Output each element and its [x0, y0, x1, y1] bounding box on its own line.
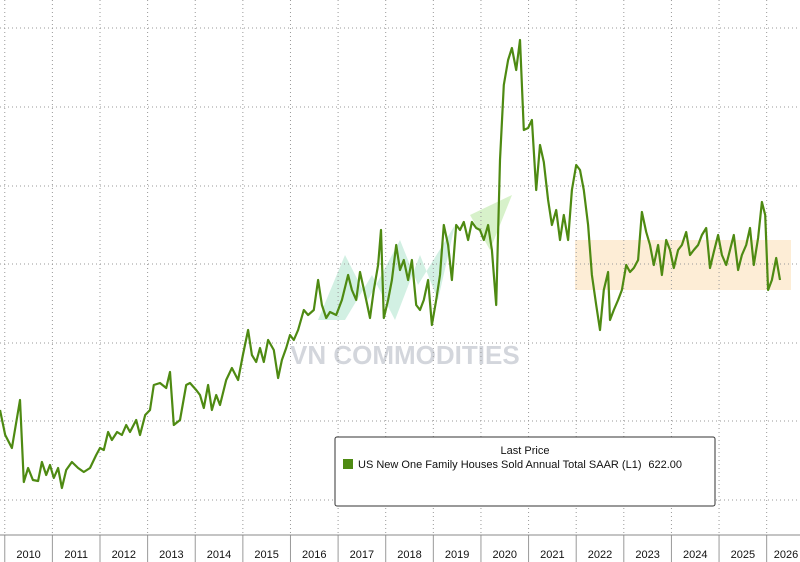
x-tick-label: 2012 — [112, 549, 136, 561]
legend-title: Last Price — [501, 445, 550, 457]
watermark: VN COMMODITIES — [290, 340, 520, 370]
x-tick-label: 2022 — [588, 549, 612, 561]
x-tick-label: 2020 — [493, 549, 517, 561]
legend-value: 622.00 — [648, 459, 682, 471]
x-tick-label: 2019 — [445, 549, 469, 561]
x-tick-label: 2018 — [397, 549, 421, 561]
x-tick-label: 2024 — [683, 549, 707, 561]
x-tick-label: 2023 — [635, 549, 659, 561]
highlight-band — [575, 240, 791, 290]
x-tick-label: 2026 — [774, 549, 798, 561]
x-tick-label: 2017 — [350, 549, 374, 561]
x-tick-label: 2014 — [207, 549, 231, 561]
x-tick-label: 2013 — [159, 549, 183, 561]
legend-swatch — [343, 459, 353, 469]
watermark-logo — [318, 195, 512, 320]
x-tick-label: 2010 — [16, 549, 40, 561]
x-tick-label: 2021 — [540, 549, 564, 561]
x-tick-label: 2011 — [64, 549, 88, 561]
legend-box — [334, 436, 716, 507]
legend-label: US New One Family Houses Sold Annual Tot… — [358, 459, 641, 471]
x-tick-label: 2016 — [302, 549, 326, 561]
data-line — [0, 38, 782, 490]
x-tick-label: 2015 — [254, 549, 278, 561]
x-tick-label: 2025 — [731, 549, 755, 561]
